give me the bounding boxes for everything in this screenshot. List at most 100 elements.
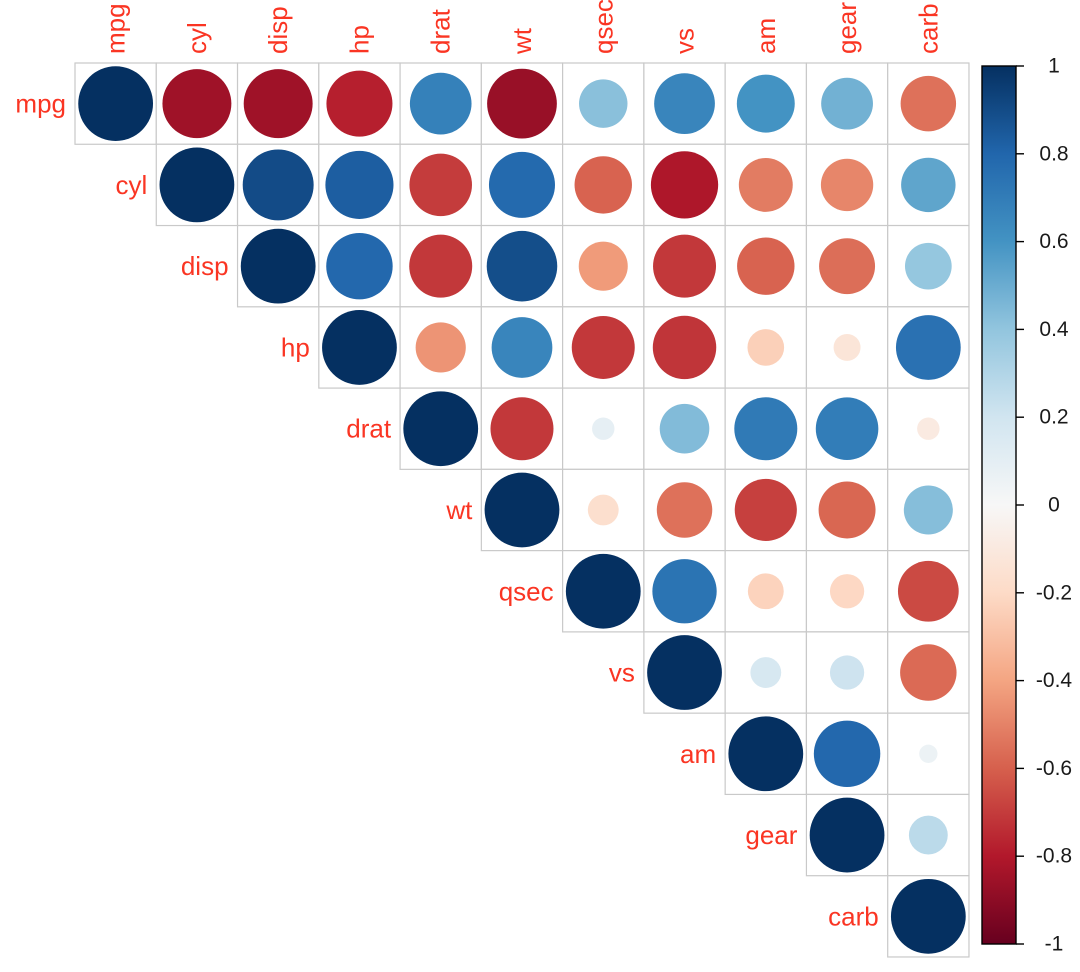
corr-circle-gear-gear — [809, 797, 885, 873]
corr-circle-hp-hp — [322, 310, 397, 385]
corr-circle-disp-carb — [904, 242, 952, 290]
col-label-mpg: mpg — [101, 3, 131, 54]
corr-circle-mpg-drat — [409, 72, 472, 135]
corr-circle-cyl-hp — [325, 150, 394, 219]
colorbar-tick-label: 0.8 — [1039, 142, 1068, 165]
corr-circle-qsec-am — [747, 573, 784, 610]
corr-circle-wt-vs — [656, 482, 713, 538]
colorbar-tick-label: -0.8 — [1036, 845, 1072, 868]
colorbar-tick-label: 0.4 — [1039, 318, 1069, 341]
row-label-vs: vs — [609, 658, 635, 688]
corr-circle-drat-am — [734, 397, 798, 461]
corr-circle-disp-hp — [326, 232, 393, 300]
corr-circle-am-am — [728, 716, 804, 792]
corr-circle-mpg-wt — [487, 68, 557, 139]
colorbar-tick-label: -0.2 — [1036, 581, 1072, 604]
corr-circle-mpg-cyl — [162, 69, 232, 139]
corr-circle-disp-am — [737, 237, 795, 295]
corr-circle-hp-carb — [895, 315, 961, 380]
corr-circle-cyl-cyl — [159, 147, 235, 223]
corr-circle-cyl-drat — [409, 153, 472, 217]
corr-circle-mpg-vs — [654, 73, 715, 135]
matrix-circles — [78, 66, 966, 954]
corr-circle-drat-qsec — [592, 417, 615, 440]
colorbar: 1 0.8 0.6 0.4 0.2 0 -0.2 -0.4 -0.6 -0.8 -1 — [981, 55, 1073, 956]
corr-circle-wt-am — [734, 478, 797, 542]
corr-circle-cyl-gear — [820, 158, 874, 212]
corr-circle-qsec-gear — [829, 574, 865, 609]
corr-circle-disp-wt — [486, 230, 558, 302]
col-label-cyl: cyl — [182, 22, 212, 54]
corr-circle-mpg-hp — [326, 70, 393, 137]
corr-circle-drat-carb — [917, 417, 940, 440]
corr-circle-gear-carb — [908, 815, 948, 855]
col-label-hp: hp — [344, 25, 374, 54]
corr-circle-cyl-wt — [488, 151, 556, 218]
col-label-vs: vs — [670, 28, 700, 54]
row-label-carb: carb — [828, 901, 879, 931]
col-label-disp: disp — [263, 6, 293, 54]
corr-circle-mpg-am — [736, 74, 795, 133]
col-label-am: am — [751, 18, 781, 54]
row-label-am: am — [680, 739, 716, 769]
corr-circle-disp-disp — [240, 228, 316, 304]
col-label-drat: drat — [426, 8, 456, 54]
row-label-hp: hp — [281, 332, 310, 362]
colorbar-tick-label: -0.6 — [1036, 757, 1072, 780]
corr-circle-disp-vs — [653, 234, 717, 298]
corr-circle-mpg-mpg — [78, 66, 154, 142]
col-label-gear: gear — [832, 2, 862, 54]
corr-circle-cyl-am — [738, 157, 793, 212]
corr-circle-hp-vs — [652, 315, 717, 380]
corr-circle-disp-gear — [819, 238, 876, 295]
corr-circle-am-gear — [813, 720, 881, 788]
corr-circle-cyl-qsec — [574, 156, 632, 214]
colorbar-tick-label: 0 — [1048, 494, 1060, 517]
corr-circle-wt-gear — [818, 481, 876, 539]
corr-circle-wt-carb — [903, 485, 953, 535]
corr-circle-drat-drat — [403, 391, 479, 467]
corr-circle-cyl-vs — [650, 151, 719, 219]
corr-circle-vs-carb — [900, 644, 957, 701]
corr-circle-vs-gear — [829, 655, 865, 690]
colorbar-tick-label: -1 — [1045, 933, 1064, 956]
corr-circle-mpg-gear — [821, 77, 873, 130]
corr-circle-hp-qsec — [571, 315, 635, 379]
corr-circle-drat-wt — [490, 397, 554, 461]
corr-circle-hp-am — [747, 329, 785, 366]
colorbar-tick-label: 1 — [1048, 55, 1060, 78]
row-label-wt: wt — [445, 495, 473, 525]
corr-circle-cyl-carb — [901, 157, 956, 213]
corr-circle-mpg-qsec — [579, 79, 628, 128]
corr-circle-wt-qsec — [587, 494, 619, 526]
row-label-drat: drat — [346, 414, 392, 444]
colorbar-tick-label: 0.6 — [1039, 230, 1068, 253]
corr-circle-hp-drat — [415, 322, 466, 373]
colorbar-scale — [981, 65, 1017, 945]
corr-circle-disp-drat — [409, 234, 473, 298]
row-label-gear: gear — [745, 820, 797, 850]
matrix-cell — [887, 468, 970, 552]
row-label-qsec: qsec — [499, 576, 554, 606]
colorbar-tick-label: -0.4 — [1036, 669, 1073, 692]
corr-circle-vs-vs — [647, 635, 722, 710]
corr-circle-mpg-disp — [243, 69, 313, 139]
col-label-qsec: qsec — [588, 0, 618, 54]
corr-circle-vs-am — [750, 657, 782, 688]
corr-circle-qsec-carb — [897, 560, 959, 622]
corr-circle-qsec-vs — [652, 559, 717, 624]
colorbar-tick-label: 0.2 — [1039, 406, 1068, 429]
corr-circle-drat-vs — [659, 403, 710, 454]
corr-circle-wt-wt — [484, 472, 560, 548]
corr-circle-qsec-qsec — [565, 553, 641, 629]
corr-circle-disp-qsec — [578, 241, 628, 291]
corr-circle-mpg-carb — [900, 75, 957, 132]
corr-circle-carb-carb — [890, 878, 966, 954]
row-label-mpg: mpg — [15, 89, 66, 119]
corr-circle-am-carb — [919, 744, 938, 763]
corr-circle-cyl-disp — [242, 149, 314, 221]
col-label-wt: wt — [507, 27, 537, 55]
variable-labels: mpg mpg cyl cyl disp disp hp hp drat drat wt wt qsec… — [15, 0, 943, 931]
